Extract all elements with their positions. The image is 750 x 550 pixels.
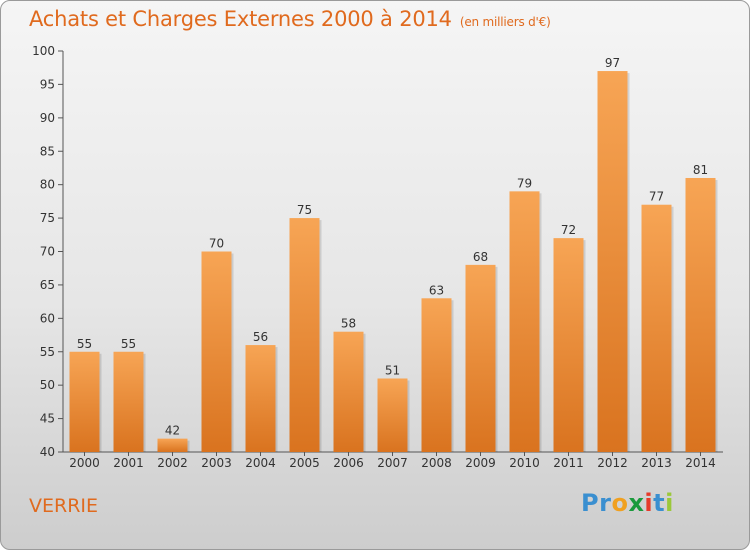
data-label-2001: 55 [121,337,136,351]
x-tick-label-2012: 2012 [597,456,628,470]
data-label-2005: 75 [297,203,312,217]
x-tick-label-2009: 2009 [465,456,496,470]
x-tick-label-2013: 2013 [641,456,672,470]
x-tick-label-2001: 2001 [113,456,144,470]
x-tick-label-2005: 2005 [289,456,320,470]
x-tick-label-2008: 2008 [421,456,452,470]
y-tick-label: 40 [40,445,55,459]
x-tick-label-2003: 2003 [201,456,232,470]
y-tick-label: 60 [40,311,55,325]
data-label-2000: 55 [77,337,92,351]
logo-letter: P [581,489,600,517]
bar-2008 [421,298,452,452]
data-label-2006: 58 [341,317,356,331]
y-tick-label: 65 [40,278,55,292]
bar-2004 [245,345,276,452]
bar-2006 [333,331,364,452]
data-label-2004: 56 [253,330,268,344]
logo-letter: x [628,489,645,517]
x-tick-label-2010: 2010 [509,456,540,470]
bar-2012 [597,71,628,453]
data-label-2002: 42 [165,424,180,438]
bar-2011 [553,238,584,452]
logo-letter: t [653,489,666,517]
bar-2014 [685,177,716,452]
bar-2001 [113,351,144,452]
bar-2013 [641,204,672,452]
y-tick-label: 50 [40,378,55,392]
y-tick-label: 100 [32,44,55,58]
proxiti-logo: Proxiti [581,489,674,517]
bar-2003 [201,251,232,452]
data-label-2009: 68 [473,250,488,264]
y-tick-label: 90 [40,111,55,125]
logo-letter: o [611,489,629,517]
y-tick-label: 95 [40,77,55,91]
data-label-2011: 72 [561,223,576,237]
logo-letter: r [599,489,612,517]
bar-2010 [509,191,540,452]
y-tick-label: 45 [40,412,55,426]
data-label-2008: 63 [429,283,444,297]
x-tick-label-2004: 2004 [245,456,276,470]
x-tick-label-2002: 2002 [157,456,188,470]
data-label-2007: 51 [385,363,400,377]
commune-name: VERRIE [29,495,99,517]
x-tick-label-2006: 2006 [333,456,364,470]
bar-2000 [69,351,100,452]
bar-2005 [289,218,320,452]
logo-letter: i [665,489,674,517]
x-tick-label-2000: 2000 [69,456,100,470]
y-tick-label: 75 [40,211,55,225]
data-label-2012: 97 [605,56,620,70]
chart-title: Achats et Charges Externes 2000 à 2014 (e… [29,7,551,31]
y-tick-label: 70 [40,245,55,259]
bar-2002 [157,438,188,452]
chart-subtitle: (en milliers d'€) [459,15,551,29]
x-tick-label-2007: 2007 [377,456,408,470]
data-label-2003: 70 [209,237,224,251]
x-tick-label-2014: 2014 [685,456,716,470]
bar-2007 [377,378,408,452]
y-tick-label: 55 [40,345,55,359]
logo-letter: i [644,489,654,517]
chart-title-text: Achats et Charges Externes 2000 à 2014 [29,7,452,31]
y-tick-label: 80 [40,178,55,192]
bar-2009 [465,264,496,452]
x-tick-label-2011: 2011 [553,456,584,470]
data-label-2010: 79 [517,176,532,190]
data-label-2013: 77 [649,190,664,204]
data-label-2014: 81 [693,163,708,177]
y-tick-label: 85 [40,144,55,158]
